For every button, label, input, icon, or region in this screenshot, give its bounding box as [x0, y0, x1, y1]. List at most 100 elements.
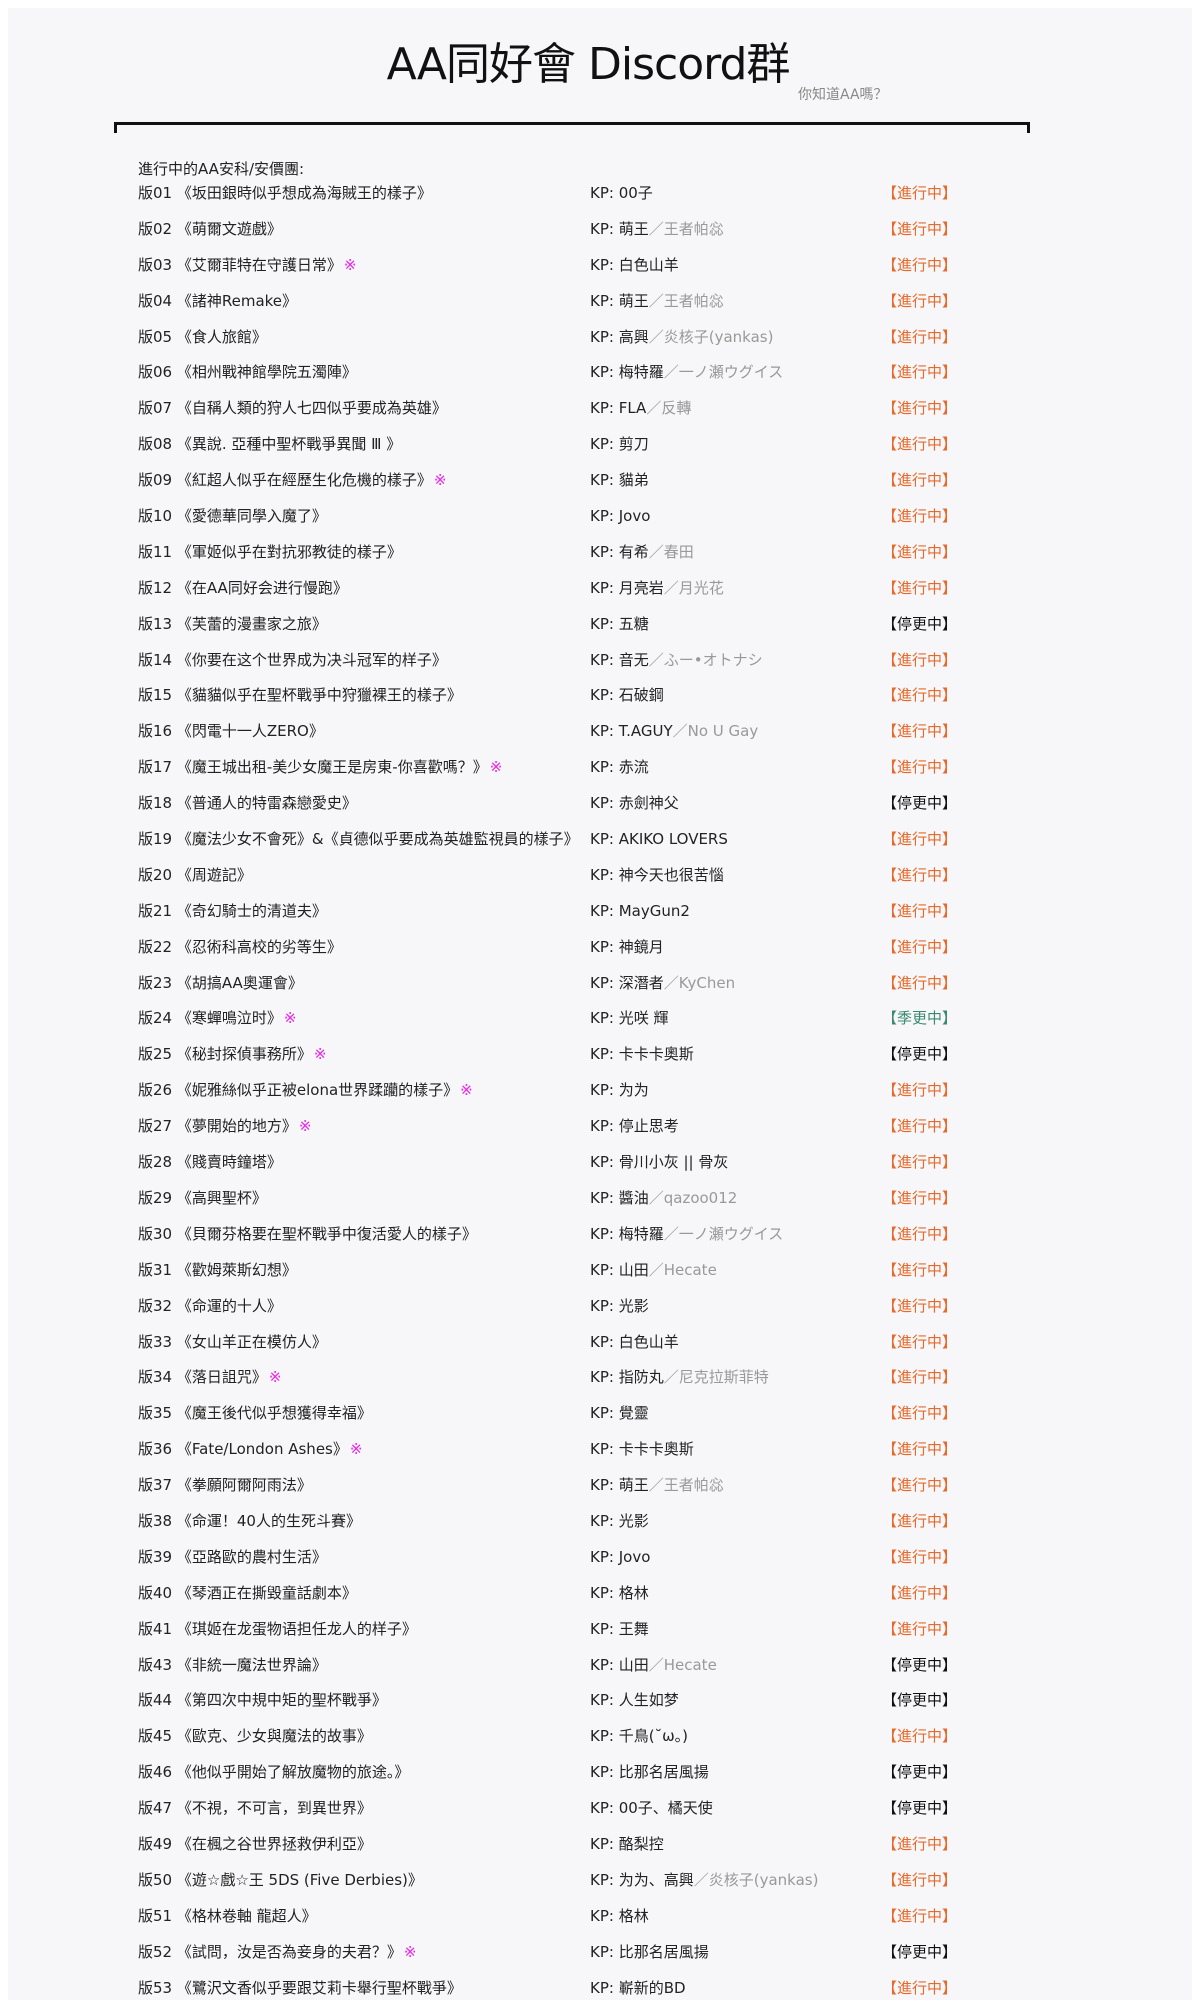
status-badge: 【停更中】	[882, 1045, 958, 1064]
campaign-title[interactable]: 版06 《相州戰神館學院五濁陣》	[138, 355, 357, 391]
list-item: 版16 《閃電十一人ZERO》 KP: T.AGUY／No U Gay 【進行中】	[8, 714, 1192, 750]
campaign-title[interactable]: 版16 《閃電十一人ZERO》	[138, 714, 324, 750]
campaign-title[interactable]: 版17 《魔王城出租-美少女魔王是房東-你喜歡嗎？》 ※	[138, 750, 502, 786]
kp-label: KP:	[590, 937, 619, 956]
status-badge: 【進行中】	[882, 1834, 958, 1853]
campaign-title[interactable]: 版31 《歡姆萊斯幻想》	[138, 1253, 297, 1289]
campaign-title[interactable]: 版01 《坂田銀時似乎想成為海賊王的樣子》	[138, 176, 432, 212]
campaign-name: 《魔法少女不會死》&《貞德似乎要成為英雄監視員的樣子》	[176, 830, 579, 849]
kp-alt-name: ／尼克拉斯菲特	[663, 1368, 769, 1387]
campaign-title[interactable]: 版41 《琪姬在龙蛋物语担任龙人的样子》	[138, 1612, 417, 1648]
campaign-name: 《諸神Remake》	[176, 291, 298, 310]
campaign-title[interactable]: 版36 《Fate/London Ashes》 ※	[138, 1432, 362, 1468]
kp-cell: KP: 高興／炎核子(yankas)	[590, 320, 773, 356]
campaign-title[interactable]: 版03 《艾爾菲特在守護日常》 ※	[138, 248, 356, 284]
campaign-number: 版06	[138, 363, 173, 382]
status-badge: 【進行中】	[882, 1978, 958, 1997]
campaign-name: 《秘封探偵事務所》	[176, 1045, 312, 1064]
campaign-title[interactable]: 版37 《拳願阿爾阿雨法》	[138, 1468, 312, 1504]
campaign-title[interactable]: 版49 《在楓之谷世界拯救伊利亞》	[138, 1827, 372, 1863]
kp-alt-name: ／ふー•オトナシ	[648, 650, 763, 669]
kp-cell: KP: AKIKO LOVERS	[590, 822, 728, 858]
campaign-title[interactable]: 版02 《萌爾文遊戲》	[138, 212, 282, 248]
campaign-title[interactable]: 版50 《遊☆戲☆王 5DS (Five Derbies)》	[138, 1863, 423, 1899]
kp-name: 萌王	[618, 291, 649, 310]
campaign-title[interactable]: 版51 《格林卷軸 龍超人》	[138, 1899, 317, 1935]
campaign-title[interactable]: 版40 《琴酒正在撕毀童話劇本》	[138, 1576, 357, 1612]
kp-name: 五糖	[618, 614, 649, 633]
kp-label: KP:	[590, 327, 619, 346]
campaign-title[interactable]: 版39 《亞路歐的農村生活》	[138, 1540, 327, 1576]
campaign-title[interactable]: 版38 《命運！40人的生死斗賽》	[138, 1504, 361, 1540]
campaign-number: 版07	[138, 399, 173, 418]
campaign-title[interactable]: 版19 《魔法少女不會死》&《貞德似乎要成為英雄監視員的樣子》	[138, 822, 579, 858]
kp-label: KP:	[590, 255, 619, 274]
campaign-title[interactable]: 版27 《夢開始的地方》 ※	[138, 1109, 311, 1145]
status-badge: 【進行中】	[882, 1727, 958, 1746]
campaign-title[interactable]: 版29 《高興聖杯》	[138, 1181, 267, 1217]
campaign-title[interactable]: 版04 《諸神Remake》	[138, 284, 297, 320]
kp-cell: KP: 人生如梦	[590, 1683, 679, 1719]
campaign-title[interactable]: 版07 《自稱人類的狩人七四似乎要成為英雄》	[138, 391, 447, 427]
campaign-title[interactable]: 版43 《非統一魔法世界論》	[138, 1648, 327, 1684]
kp-name: 格林	[618, 1583, 649, 1602]
campaign-title[interactable]: 版15 《貓貓似乎在聖杯戰爭中狩獵裸王的樣子》	[138, 678, 462, 714]
campaign-number: 版40	[138, 1583, 173, 1602]
campaign-title[interactable]: 版21 《奇幻騎士的清道夫》	[138, 894, 327, 930]
campaign-title[interactable]: 版34 《落日詛咒》 ※	[138, 1360, 281, 1396]
campaign-title[interactable]: 版25 《秘封探偵事務所》 ※	[138, 1037, 326, 1073]
kp-label: KP:	[590, 1511, 619, 1530]
kp-name: 为为、高興	[618, 1870, 694, 1889]
campaign-title[interactable]: 版32 《命運的十人》	[138, 1289, 282, 1325]
kp-label: KP:	[590, 722, 619, 741]
campaign-number: 版10	[138, 507, 173, 526]
campaign-title[interactable]: 版08 《異說. 亞種中聖杯戰爭異聞 Ⅲ 》	[138, 427, 401, 463]
status-badge: 【進行中】	[882, 1153, 958, 1172]
campaign-title[interactable]: 版45 《歐克、少女與魔法的故事》	[138, 1719, 372, 1755]
campaign-title[interactable]: 版24 《寒蟬鳴泣时》 ※	[138, 1001, 296, 1037]
campaign-title[interactable]: 版30 《貝爾芬格要在聖杯戰爭中復活愛人的樣子》	[138, 1217, 477, 1253]
campaign-title[interactable]: 版44 《第四次中規中矩的聖杯戰爭》	[138, 1683, 387, 1719]
list-item: 版08 《異說. 亞種中聖杯戰爭異聞 Ⅲ 》 KP: 剪刀 【進行中】	[8, 427, 1192, 463]
campaign-number: 版31	[138, 1260, 173, 1279]
kp-cell: KP: 五糖	[590, 607, 649, 643]
campaign-title[interactable]: 版11 《軍姬似乎在對抗邪教徒的樣子》	[138, 535, 402, 571]
kp-label: KP:	[590, 1332, 619, 1351]
campaign-title[interactable]: 版26 《妮雅絲似乎正被elona世界蹂躪的樣子》 ※	[138, 1073, 473, 1109]
campaign-title[interactable]: 版35 《魔王後代似乎想獲得幸福》	[138, 1396, 372, 1432]
kp-cell: KP: 骨川小灰 || 骨灰	[590, 1145, 728, 1181]
status-badge: 【進行中】	[882, 363, 958, 382]
kp-label: KP:	[590, 1547, 619, 1566]
kp-label: KP:	[590, 435, 619, 454]
campaign-title[interactable]: 版20 《周遊記》	[138, 858, 252, 894]
status-badge: 【進行中】	[882, 830, 958, 849]
campaign-title[interactable]: 版09 《紅超人似乎在經歷生化危機的樣子》 ※	[138, 463, 446, 499]
campaign-title[interactable]: 版14 《你要在这个世界成为决斗冠军的样子》	[138, 643, 447, 679]
campaign-number: 版52	[138, 1942, 173, 1961]
kp-name: 光影	[618, 1511, 649, 1530]
campaign-title[interactable]: 版10 《愛德華同學入魔了》	[138, 499, 327, 535]
kp-label: KP:	[590, 219, 619, 238]
campaign-title[interactable]: 版22 《忍術科高校的劣等生》	[138, 930, 342, 966]
kp-alt-name: ／反轉	[646, 399, 692, 418]
campaign-title[interactable]: 版23 《胡搞AA奧運會》	[138, 966, 303, 1002]
campaign-number: 版01	[138, 184, 173, 202]
campaign-title[interactable]: 版28 《賤賣時鐘塔》	[138, 1145, 282, 1181]
campaign-number: 版13	[138, 614, 173, 633]
campaign-title[interactable]: 版33 《女山羊正在模仿人》	[138, 1325, 327, 1361]
list-item: 版09 《紅超人似乎在經歷生化危機的樣子》 ※ KP: 貓弟 【進行中】	[8, 463, 1192, 499]
campaign-title[interactable]: 版52 《試問，汝是否為妾身的夫君？》 ※	[138, 1935, 416, 1971]
kp-cell: KP: 嶄新的BD	[590, 1971, 686, 2006]
campaign-name: 《坂田銀時似乎想成為海賊王的樣子》	[176, 184, 432, 202]
campaign-number: 版38	[138, 1511, 173, 1530]
campaign-title[interactable]: 版05 《食人旅館》	[138, 320, 267, 356]
campaign-title[interactable]: 版47 《不視，不可言，到異世界》	[138, 1791, 372, 1827]
list-item: 版28 《賤賣時鐘塔》 KP: 骨川小灰 || 骨灰 【進行中】	[8, 1145, 1192, 1181]
campaign-title[interactable]: 版12 《在AA同好会进行慢跑》	[138, 571, 348, 607]
campaign-title[interactable]: 版13 《芙蕾的漫畫家之旅》	[138, 607, 327, 643]
campaign-title[interactable]: 版46 《他似乎開始了解放魔物的旅途。》	[138, 1755, 409, 1791]
kp-alt-name: ／No U Gay	[672, 722, 759, 741]
campaign-title[interactable]: 版18 《普通人的特雷森戀愛史》	[138, 786, 357, 822]
status-badge: 【進行中】	[882, 973, 958, 992]
campaign-title[interactable]: 版53 《鷺沢文香似乎要跟艾莉卡舉行聖杯戰爭》	[138, 1971, 462, 2006]
